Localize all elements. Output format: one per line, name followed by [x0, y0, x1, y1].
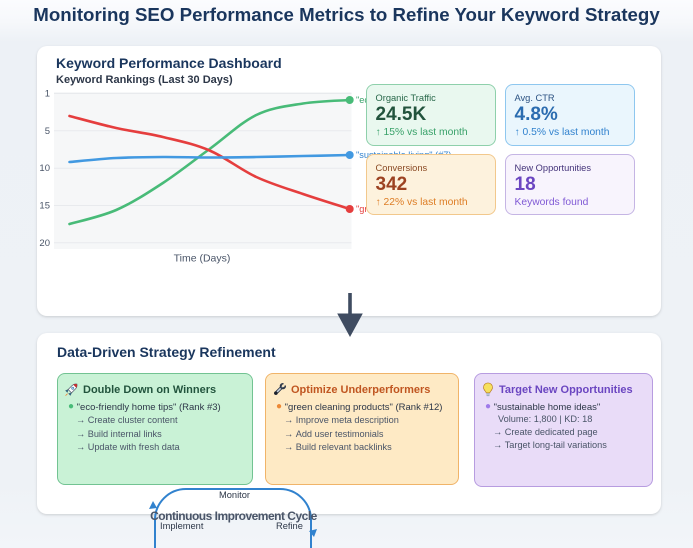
- svg-text:20: 20: [39, 238, 50, 249]
- svg-text:1: 1: [45, 89, 50, 100]
- svg-text:Time (Days): Time (Days): [174, 253, 231, 265]
- svg-text:15: 15: [39, 201, 50, 212]
- svg-text:10: 10: [39, 163, 50, 174]
- svg-text:5: 5: [45, 126, 50, 137]
